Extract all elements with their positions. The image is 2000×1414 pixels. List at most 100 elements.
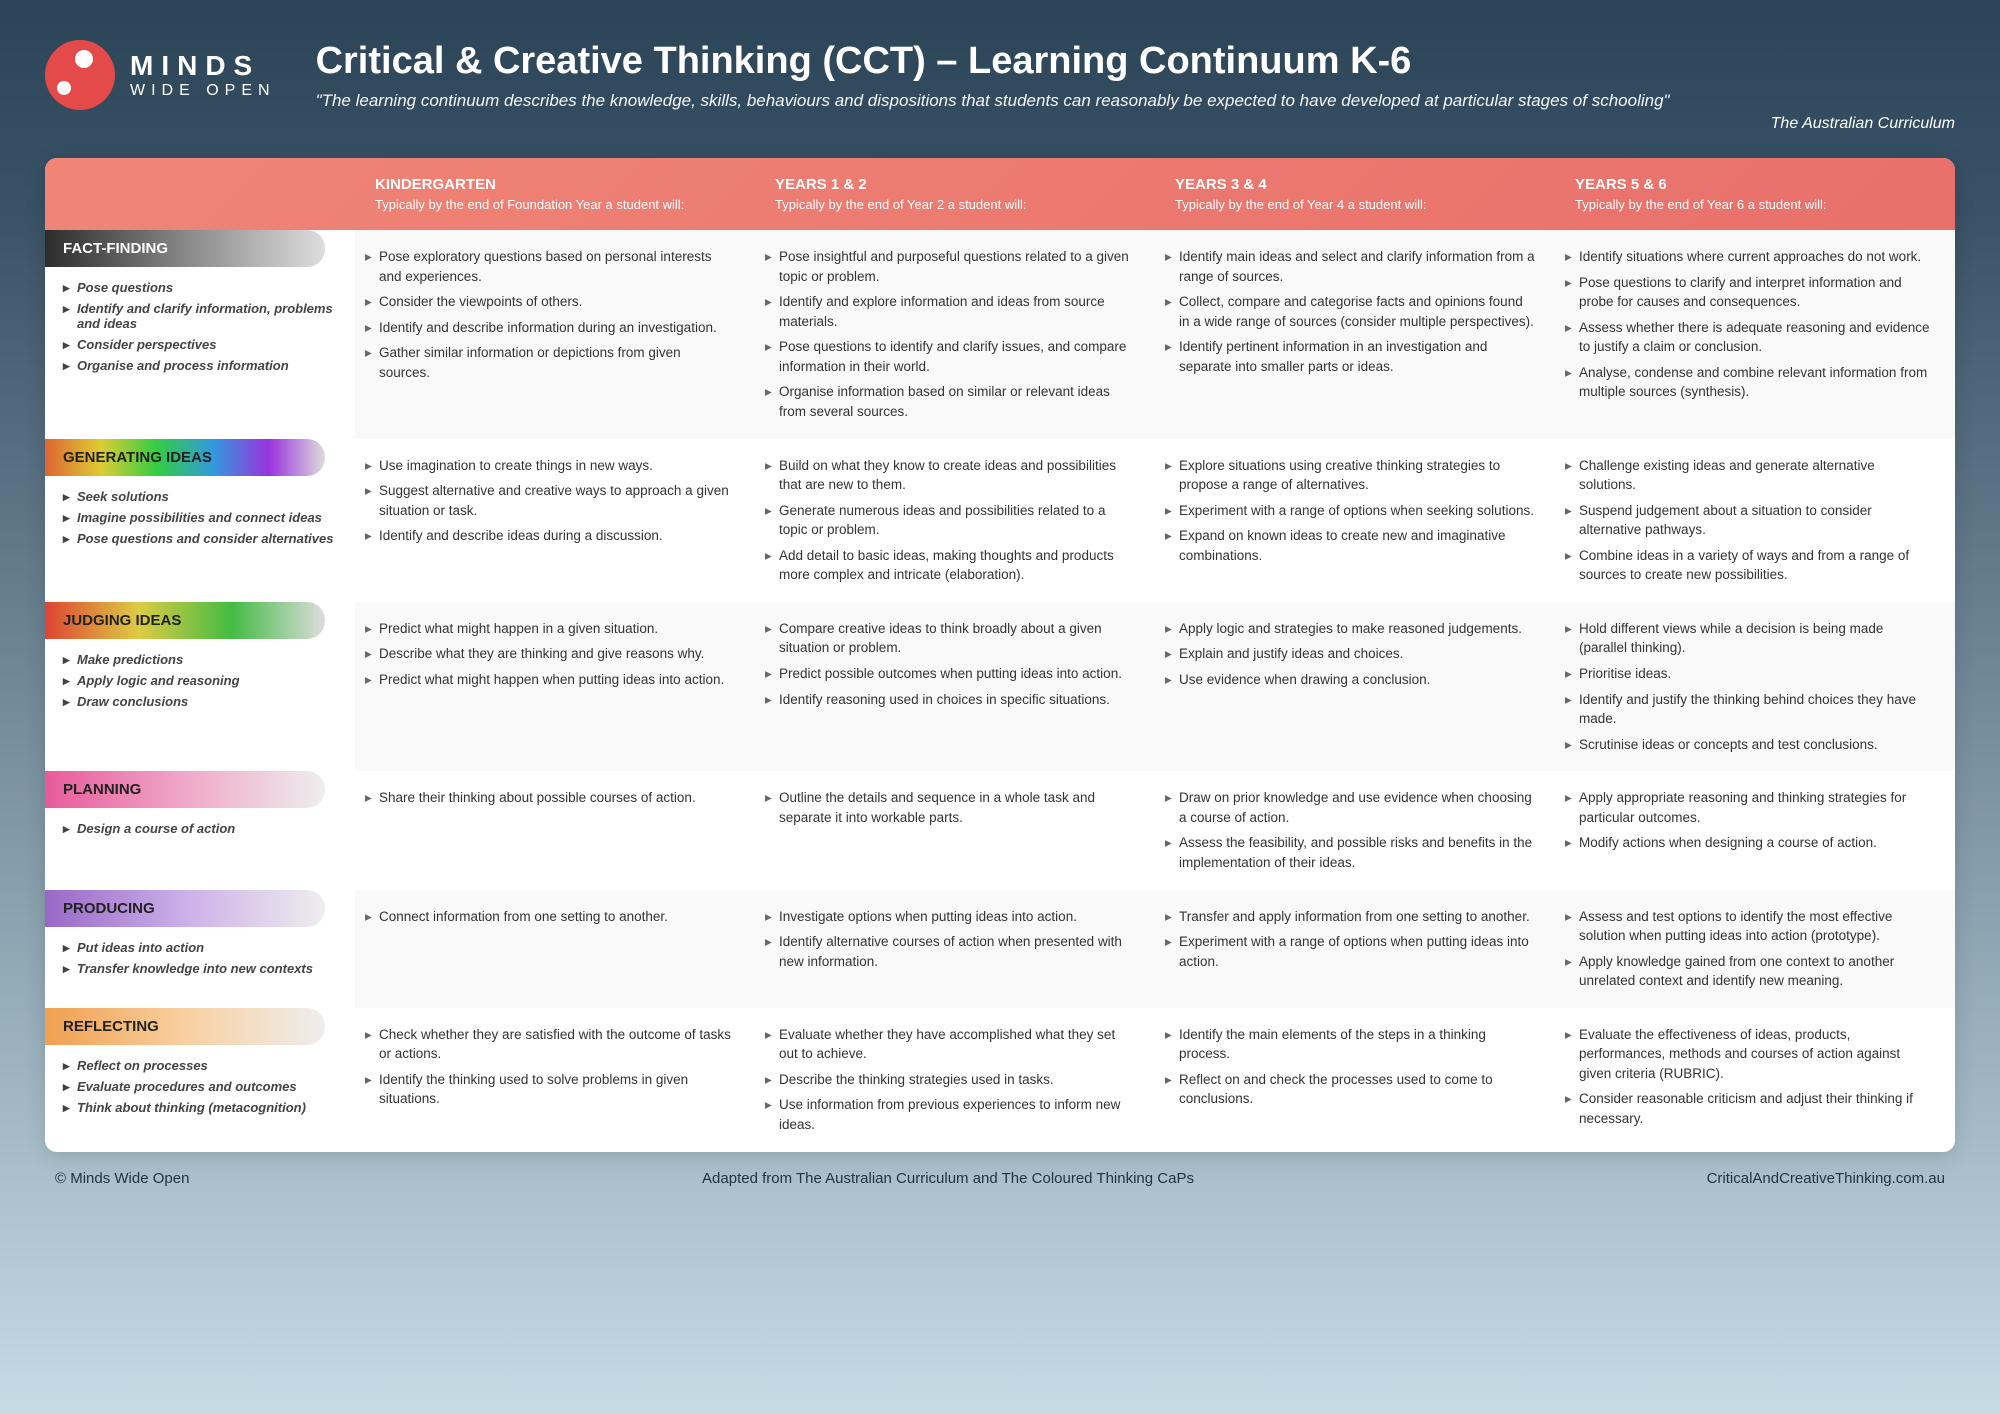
cell-item: Prioritise ideas. (1565, 661, 1935, 687)
row-subitem: Design a course of action (63, 818, 337, 839)
table-header-row: KINDERGARTEN Typically by the end of Fou… (45, 158, 1955, 230)
cell-item: Draw on prior knowledge and use evidence… (1165, 785, 1535, 830)
col-header-years-5-6: YEARS 5 & 6 Typically by the end of Year… (1555, 158, 1955, 230)
cell: Evaluate whether they have accomplished … (755, 1008, 1155, 1152)
cell-item: Scrutinise ideas or concepts and test co… (1565, 732, 1935, 758)
cell: Build on what they know to create ideas … (755, 439, 1155, 602)
cell-item: Identify alternative courses of action w… (765, 929, 1135, 974)
footer-adapted: Adapted from The Australian Curriculum a… (702, 1170, 1194, 1187)
table-row: REFLECTING Reflect on processesEvaluate p… (45, 1008, 1955, 1152)
cell-item: Modify actions when designing a course o… (1565, 830, 1935, 856)
row-subitems: Put ideas into actionTransfer knowledge … (45, 937, 355, 979)
cell: Pose insightful and purposeful questions… (755, 230, 1155, 439)
page-title: Critical & Creative Thinking (CCT) – Lea… (316, 40, 1955, 83)
cell-item: Consider the viewpoints of others. (365, 289, 735, 315)
row-subitem: Put ideas into action (63, 937, 337, 958)
brand-top: MINDS (130, 50, 276, 82)
title-area: Critical & Creative Thinking (CCT) – Lea… (316, 40, 1955, 133)
row-subitem: Think about thinking (metacognition) (63, 1097, 337, 1118)
category-band: JUDGING IDEAS (45, 602, 325, 639)
footer-copyright: © Minds Wide Open (55, 1170, 189, 1187)
cell-item: Organise information based on similar or… (765, 379, 1135, 424)
row-subitem: Make predictions (63, 649, 337, 670)
cell: Apply appropriate reasoning and thinking… (1555, 771, 1955, 889)
table-row: FACT-FINDINGPose questionsIdentify and c… (45, 230, 1955, 439)
cell-item: Add detail to basic ideas, making though… (765, 543, 1135, 588)
cell: Identify the main elements of the steps … (1155, 1008, 1555, 1152)
cell-item: Identify and describe ideas during a dis… (365, 523, 735, 549)
row-subitem: Transfer knowledge into new contexts (63, 958, 337, 979)
cell-item: Experiment with a range of options when … (1165, 929, 1535, 974)
cell: Identify situations where current approa… (1555, 230, 1955, 439)
cell-item: Share their thinking about possible cour… (365, 785, 735, 811)
category-band: PLANNING (45, 771, 325, 808)
cell-item: Analyse, condense and combine relevant i… (1565, 360, 1935, 405)
cell-item: Compare creative ideas to think broadly … (765, 616, 1135, 661)
cell-item: Gather similar information or depictions… (365, 340, 735, 385)
cell-item: Build on what they know to create ideas … (765, 453, 1135, 498)
table-row: PLANNING Design a course of action Share t… (45, 771, 1955, 889)
table-row: JUDGING IDEASMake predictionsApply logic… (45, 602, 1955, 771)
cell-item: Identify reasoning used in choices in sp… (765, 687, 1135, 713)
cell-item: Pose questions to clarify and interpret … (1565, 270, 1935, 315)
cell-item: Evaluate whether they have accomplished … (765, 1022, 1135, 1067)
cell: Hold different views while a decision is… (1555, 602, 1955, 771)
category-band: REFLECTING (45, 1008, 325, 1045)
cell-item: Experiment with a range of options when … (1165, 498, 1535, 524)
cell: Identify main ideas and select and clari… (1155, 230, 1555, 439)
cell: Pose exploratory questions based on pers… (355, 230, 755, 439)
brand-bottom: WIDE OPEN (130, 82, 276, 100)
cell-item: Outline the details and sequence in a wh… (765, 785, 1135, 830)
cell-item: Pose exploratory questions based on pers… (365, 244, 735, 289)
cell-item: Collect, compare and categorise facts an… (1165, 289, 1535, 334)
row-subitems: Design a course of action (45, 818, 355, 839)
cell: Evaluate the effectiveness of ideas, pro… (1555, 1008, 1955, 1152)
cell-item: Expand on known ideas to create new and … (1165, 523, 1535, 568)
cell: Draw on prior knowledge and use evidence… (1155, 771, 1555, 889)
row-subitems: Make predictionsApply logic and reasonin… (45, 649, 355, 712)
row-subitems: Seek solutionsImagine possibilities and … (45, 486, 355, 549)
cell-item: Check whether they are satisfied with th… (365, 1022, 735, 1067)
col-header-years-3-4: YEARS 3 & 4 Typically by the end of Year… (1155, 158, 1555, 230)
cell-item: Use evidence when drawing a conclusion. (1165, 667, 1535, 693)
col-header-kindergarten: KINDERGARTEN Typically by the end of Fou… (355, 158, 755, 230)
cell-item: Predict what might happen in a given sit… (365, 616, 735, 642)
cell-item: Identify and justify the thinking behind… (1565, 687, 1935, 732)
row-subitem: Pose questions and consider alternatives (63, 528, 337, 549)
row-label: REFLECTING Reflect on processesEvaluate p… (45, 1008, 355, 1152)
cell: Transfer and apply information from one … (1155, 890, 1555, 1008)
row-subitem: Reflect on processes (63, 1055, 337, 1076)
row-subitem: Apply logic and reasoning (63, 670, 337, 691)
cell-item: Identify and explore information and ide… (765, 289, 1135, 334)
continuum-table: KINDERGARTEN Typically by the end of Fou… (45, 158, 1955, 1152)
row-subitems: Pose questionsIdentify and clarify infor… (45, 277, 355, 376)
row-label: FACT-FINDINGPose questionsIdentify and c… (45, 230, 355, 439)
cell-item: Hold different views while a decision is… (1565, 616, 1935, 661)
cell-item: Explain and justify ideas and choices. (1165, 641, 1535, 667)
cell: Assess and test options to identify the … (1555, 890, 1955, 1008)
cell-item: Challenge existing ideas and generate al… (1565, 453, 1935, 498)
cell-item: Identify the thinking used to solve prob… (365, 1067, 735, 1112)
cell-item: Suggest alternative and creative ways to… (365, 478, 735, 523)
cell-item: Use information from previous experience… (765, 1092, 1135, 1137)
category-band: PRODUCING (45, 890, 325, 927)
page-subtitle: "The learning continuum describes the kn… (316, 91, 1955, 111)
row-subitem: Consider perspectives (63, 334, 337, 355)
logo-area: MINDS WIDE OPEN (45, 40, 276, 110)
row-subitem: Pose questions (63, 277, 337, 298)
cell-item: Apply logic and strategies to make reaso… (1165, 616, 1535, 642)
cell: Apply logic and strategies to make reaso… (1155, 602, 1555, 771)
row-subitem: Seek solutions (63, 486, 337, 507)
cell: Predict what might happen in a given sit… (355, 602, 755, 771)
row-subitem: Organise and process information (63, 355, 337, 376)
brand-head-icon (45, 40, 115, 110)
cell-item: Pose insightful and purposeful questions… (765, 244, 1135, 289)
row-subitem: Draw conclusions (63, 691, 337, 712)
cell-item: Identify situations where current approa… (1565, 244, 1935, 270)
row-label: JUDGING IDEAS Make predictionsApply logic… (45, 602, 355, 771)
row-subitems: Reflect on processesEvaluate procedures … (45, 1055, 355, 1118)
cell: Compare creative ideas to think broadly … (755, 602, 1155, 771)
row-subitem: Identify and clarify information, proble… (63, 298, 337, 334)
cell-item: Predict what might happen when putting i… (365, 667, 735, 693)
cell-item: Identify main ideas and select and clari… (1165, 244, 1535, 289)
